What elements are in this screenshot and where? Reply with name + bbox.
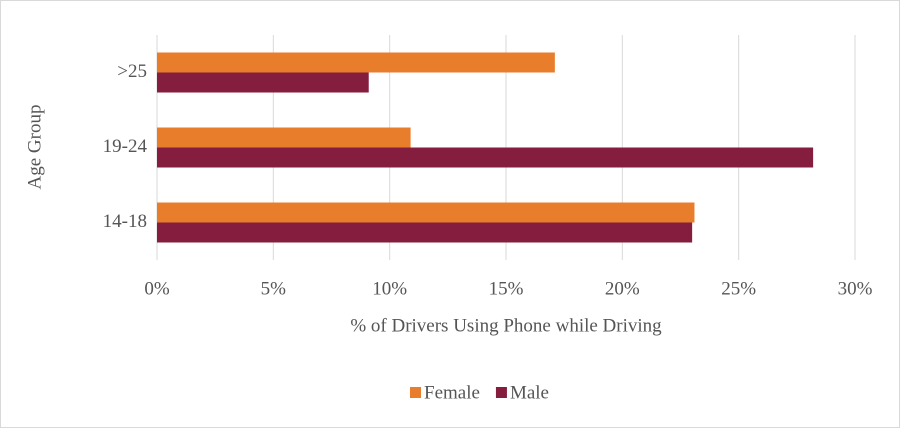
legend-swatch <box>410 387 421 398</box>
bar <box>157 72 369 93</box>
y-tick-label: 14-18 <box>103 211 147 232</box>
legend-label: Male <box>510 382 549 403</box>
bar <box>157 52 555 73</box>
x-tick-label: 25% <box>721 278 756 299</box>
y-tick-label: 19-24 <box>103 136 148 157</box>
y-tick-label: >25 <box>117 61 147 82</box>
legend-label: Female <box>424 382 480 403</box>
x-tick-label: 30% <box>838 278 873 299</box>
bar <box>157 127 411 148</box>
legend-swatch <box>495 387 507 398</box>
x-tick-label: 15% <box>489 278 524 299</box>
x-tick-label: 10% <box>372 278 407 299</box>
bar <box>157 202 695 223</box>
y-axis-label: Age Group <box>24 105 45 190</box>
bar <box>157 222 693 243</box>
x-tick-label: 5% <box>261 278 287 299</box>
x-tick-label: 0% <box>144 278 170 299</box>
bar <box>157 147 814 168</box>
x-axis-label: % of Drivers Using Phone while Driving <box>350 315 662 336</box>
x-tick-label: 20% <box>605 278 640 299</box>
